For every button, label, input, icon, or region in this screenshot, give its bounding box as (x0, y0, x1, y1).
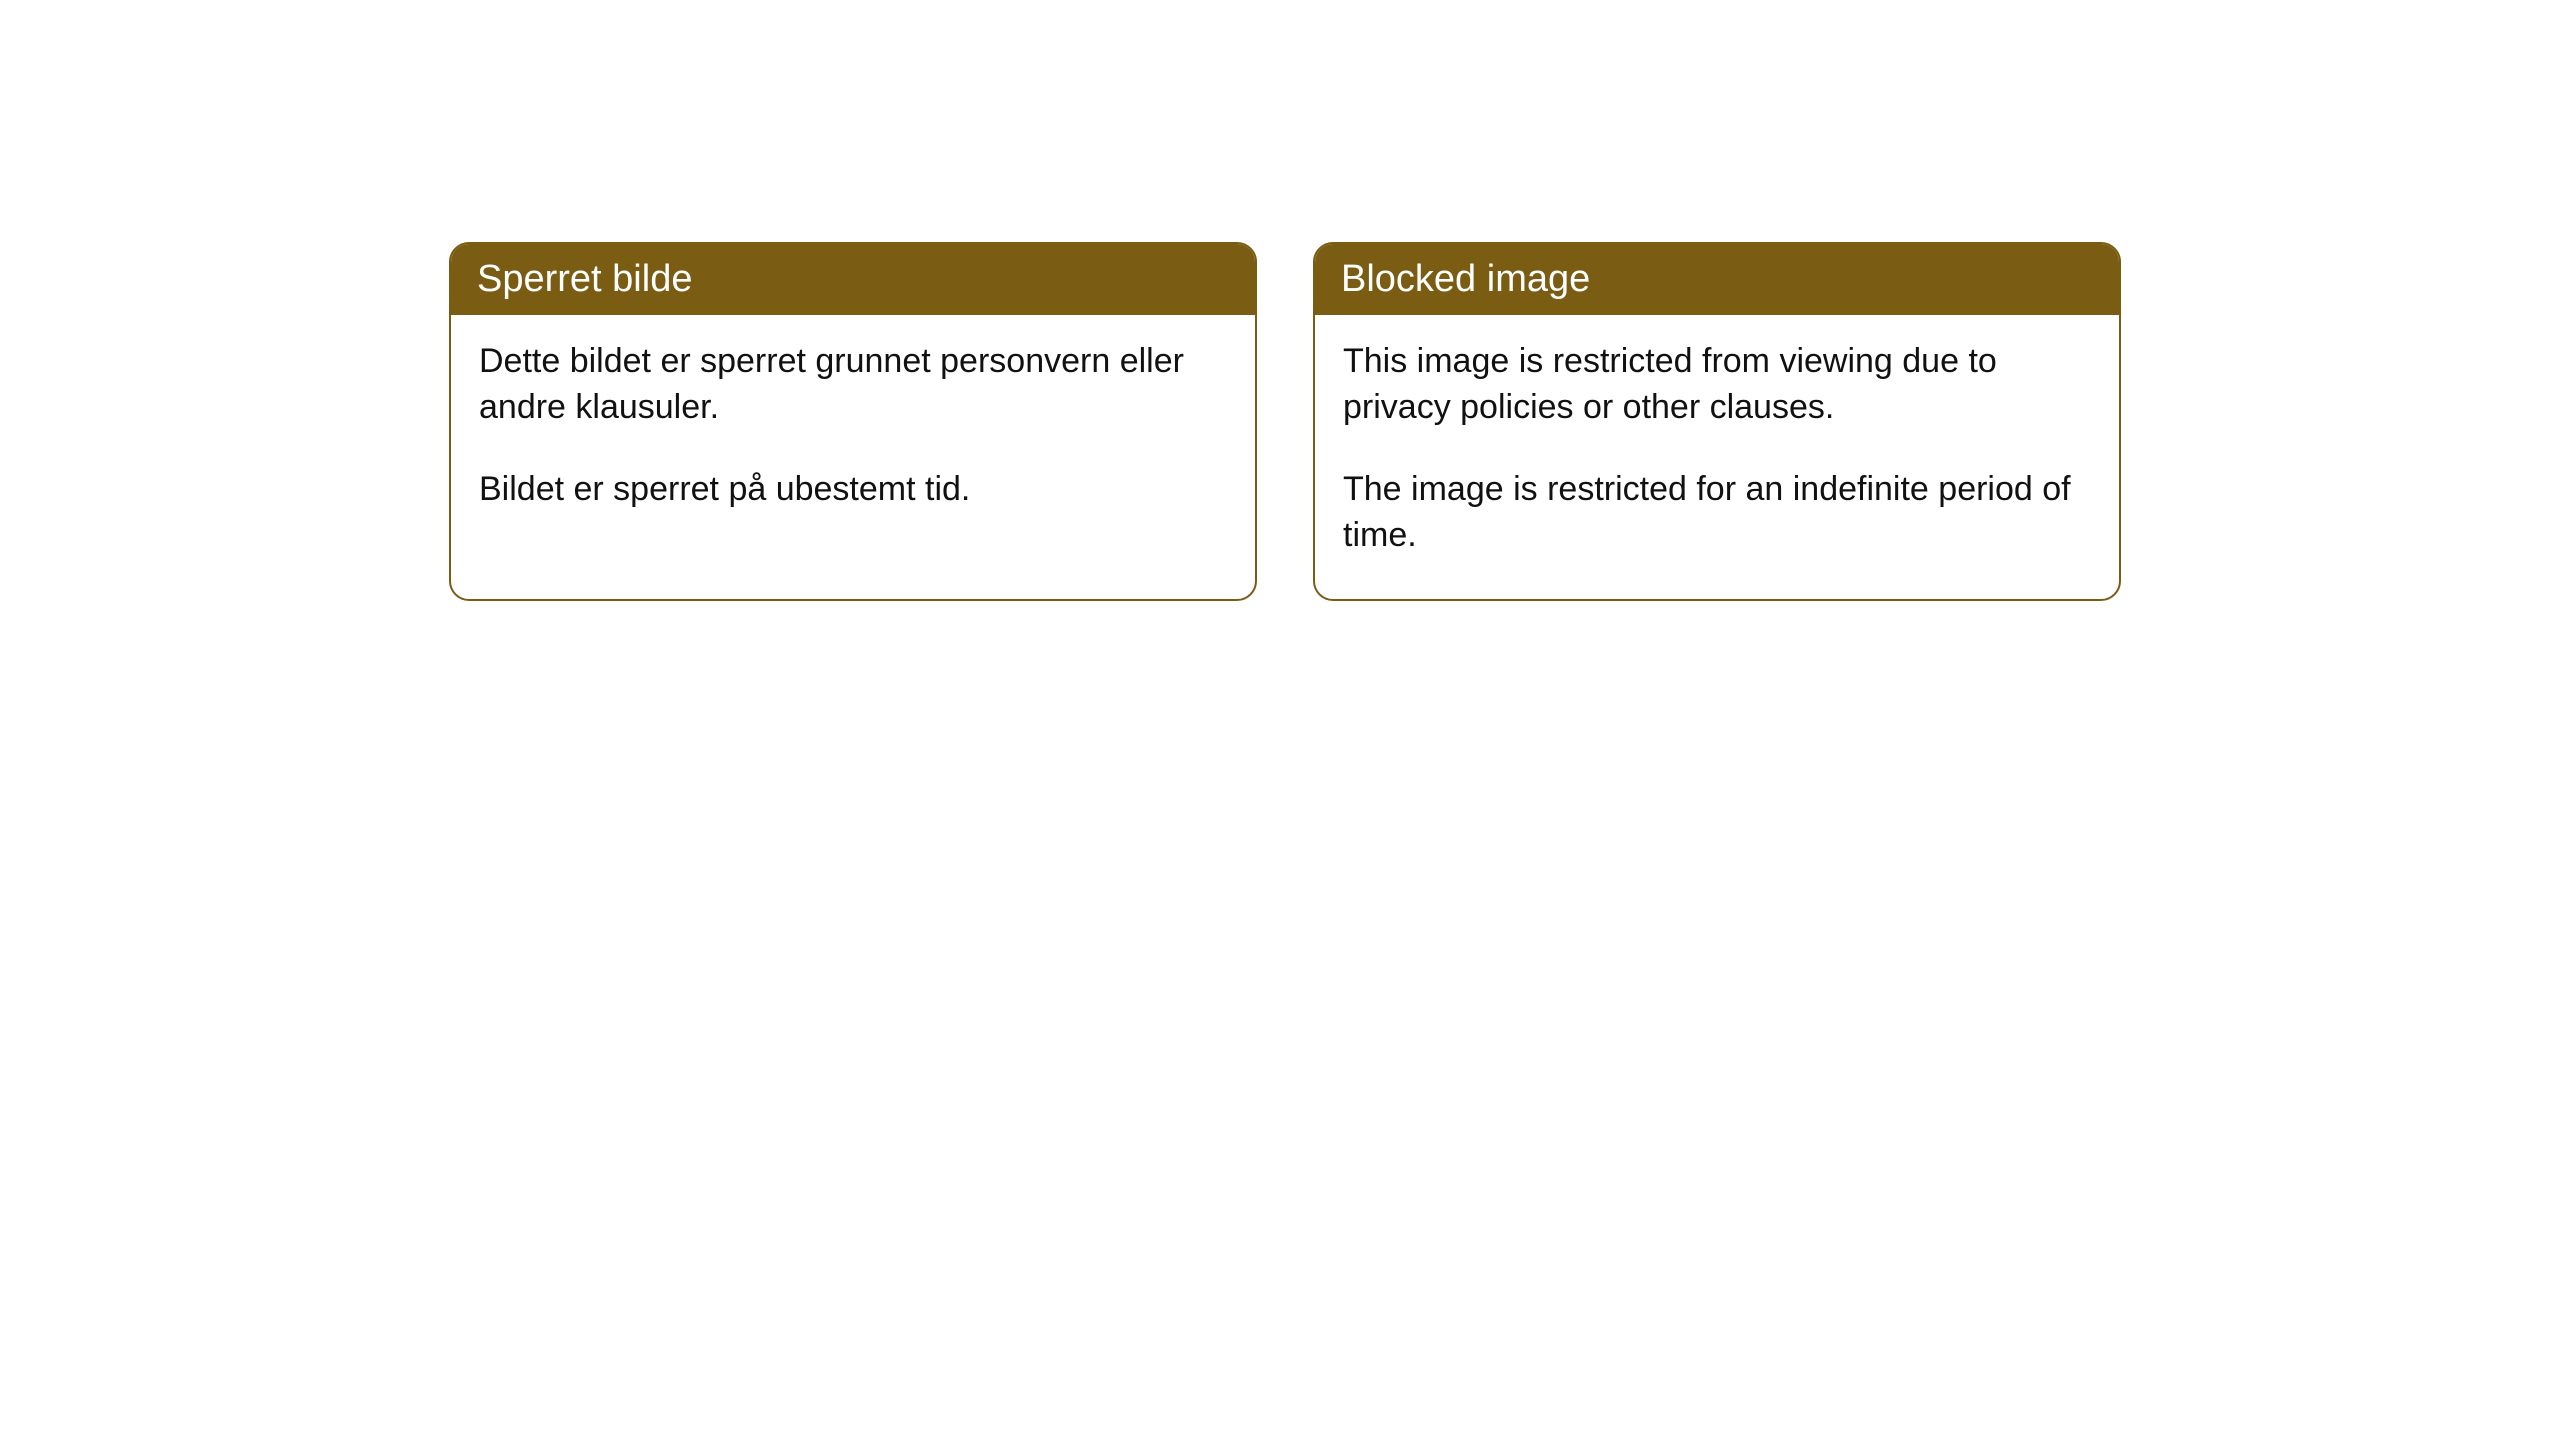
card-header: Blocked image (1315, 244, 2119, 315)
card-header: Sperret bilde (451, 244, 1255, 315)
card-title: Blocked image (1341, 258, 1590, 300)
cards-container: Sperret bilde Dette bildet er sperret gr… (0, 0, 2560, 601)
blocked-image-card-no: Sperret bilde Dette bildet er sperret gr… (449, 242, 1257, 601)
blocked-image-card-en: Blocked image This image is restricted f… (1313, 242, 2121, 601)
card-paragraph: Bildet er sperret på ubestemt tid. (479, 467, 1227, 513)
card-paragraph: This image is restricted from viewing du… (1343, 339, 2091, 431)
card-paragraph: The image is restricted for an indefinit… (1343, 467, 2091, 559)
card-paragraph: Dette bildet er sperret grunnet personve… (479, 339, 1227, 431)
card-title: Sperret bilde (477, 258, 692, 300)
card-body: Dette bildet er sperret grunnet personve… (451, 315, 1255, 553)
card-body: This image is restricted from viewing du… (1315, 315, 2119, 599)
